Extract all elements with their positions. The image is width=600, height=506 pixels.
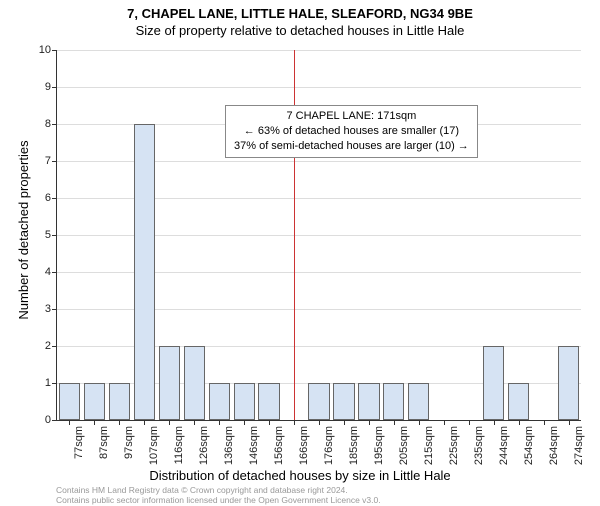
bar bbox=[109, 383, 130, 420]
y-tick-mark bbox=[52, 161, 57, 162]
y-tick-label: 8 bbox=[45, 118, 51, 130]
bar bbox=[59, 383, 80, 420]
bar bbox=[558, 346, 579, 420]
bar bbox=[508, 383, 529, 420]
x-tick-mark bbox=[469, 420, 470, 425]
x-tick-mark bbox=[144, 420, 145, 425]
y-tick-mark bbox=[52, 420, 57, 421]
x-tick-label: 107sqm bbox=[148, 426, 160, 465]
x-tick-label: 274sqm bbox=[573, 426, 585, 465]
x-tick-mark bbox=[319, 420, 320, 425]
x-tick-label: 205sqm bbox=[398, 426, 410, 465]
y-axis-title: Number of detached properties bbox=[16, 140, 31, 319]
chart-plot-area: 7 CHAPEL LANE: 171sqm ← 63% of detached … bbox=[56, 50, 581, 421]
x-tick-mark bbox=[194, 420, 195, 425]
x-tick-label: 166sqm bbox=[298, 426, 310, 465]
bar bbox=[234, 383, 255, 420]
y-tick-mark bbox=[52, 235, 57, 236]
y-tick-label: 5 bbox=[45, 229, 51, 241]
x-tick-mark bbox=[219, 420, 220, 425]
x-tick-mark bbox=[544, 420, 545, 425]
y-tick-label: 6 bbox=[45, 192, 51, 204]
y-tick-mark bbox=[52, 309, 57, 310]
x-tick-label: 116sqm bbox=[173, 426, 185, 464]
bar bbox=[258, 383, 279, 420]
x-tick-mark bbox=[494, 420, 495, 425]
y-tick-mark bbox=[52, 346, 57, 347]
x-tick-mark bbox=[419, 420, 420, 425]
y-tick-mark bbox=[52, 87, 57, 88]
legend-line-3: 37% of semi-detached houses are larger (… bbox=[234, 139, 469, 154]
bar bbox=[84, 383, 105, 420]
y-tick-label: 9 bbox=[45, 81, 51, 93]
y-tick-mark bbox=[52, 272, 57, 273]
x-tick-label: 97sqm bbox=[123, 426, 135, 459]
x-tick-label: 87sqm bbox=[98, 426, 110, 459]
y-tick-label: 7 bbox=[45, 155, 51, 167]
x-tick-label: 146sqm bbox=[248, 426, 260, 465]
x-tick-mark bbox=[344, 420, 345, 425]
attribution: Contains HM Land Registry data © Crown c… bbox=[56, 486, 381, 506]
bar bbox=[209, 383, 230, 420]
bar bbox=[408, 383, 429, 420]
legend-box: 7 CHAPEL LANE: 171sqm ← 63% of detached … bbox=[225, 105, 478, 158]
x-tick-label: 176sqm bbox=[323, 426, 335, 465]
grid-line bbox=[57, 50, 581, 51]
x-tick-label: 244sqm bbox=[498, 426, 510, 465]
y-tick-mark bbox=[52, 124, 57, 125]
x-tick-label: 136sqm bbox=[223, 426, 235, 465]
x-tick-mark bbox=[94, 420, 95, 425]
x-tick-mark bbox=[69, 420, 70, 425]
y-tick-label: 1 bbox=[45, 377, 51, 389]
x-tick-label: 235sqm bbox=[473, 426, 485, 465]
x-tick-mark bbox=[519, 420, 520, 425]
x-tick-label: 215sqm bbox=[423, 426, 435, 465]
grid-line bbox=[57, 87, 581, 88]
bar bbox=[134, 124, 155, 420]
bar bbox=[159, 346, 180, 420]
y-tick-label: 3 bbox=[45, 303, 51, 315]
x-tick-label: 195sqm bbox=[373, 426, 385, 465]
bar bbox=[383, 383, 404, 420]
x-tick-mark bbox=[119, 420, 120, 425]
bar bbox=[358, 383, 379, 420]
y-tick-label: 0 bbox=[45, 414, 51, 426]
x-tick-mark bbox=[444, 420, 445, 425]
bar bbox=[308, 383, 329, 420]
x-tick-label: 264sqm bbox=[548, 426, 560, 465]
y-tick-mark bbox=[52, 198, 57, 199]
legend-line-1: 7 CHAPEL LANE: 171sqm bbox=[234, 109, 469, 124]
x-tick-mark bbox=[169, 420, 170, 425]
bar bbox=[333, 383, 354, 420]
attribution-line-2: Contains public sector information licen… bbox=[56, 496, 381, 506]
bar bbox=[483, 346, 504, 420]
x-tick-mark bbox=[294, 420, 295, 425]
title-sub: Size of property relative to detached ho… bbox=[0, 21, 600, 38]
x-tick-label: 126sqm bbox=[198, 426, 210, 465]
x-tick-label: 225sqm bbox=[448, 426, 460, 465]
chart-container: 7, CHAPEL LANE, LITTLE HALE, SLEAFORD, N… bbox=[0, 0, 600, 500]
title-main: 7, CHAPEL LANE, LITTLE HALE, SLEAFORD, N… bbox=[0, 0, 600, 21]
x-tick-mark bbox=[269, 420, 270, 425]
x-tick-label: 185sqm bbox=[348, 426, 360, 465]
x-tick-label: 254sqm bbox=[523, 426, 535, 465]
y-tick-label: 10 bbox=[39, 44, 51, 56]
y-tick-label: 4 bbox=[45, 266, 51, 278]
y-tick-mark bbox=[52, 383, 57, 384]
x-axis-title: Distribution of detached houses by size … bbox=[0, 468, 600, 483]
legend-line-2: ← 63% of detached houses are smaller (17… bbox=[234, 124, 469, 139]
x-tick-mark bbox=[394, 420, 395, 425]
x-tick-label: 156sqm bbox=[273, 426, 285, 465]
x-tick-mark bbox=[369, 420, 370, 425]
x-tick-mark bbox=[244, 420, 245, 425]
y-tick-mark bbox=[52, 50, 57, 51]
bar bbox=[184, 346, 205, 420]
y-tick-label: 2 bbox=[45, 340, 51, 352]
x-tick-mark bbox=[569, 420, 570, 425]
x-tick-label: 77sqm bbox=[73, 426, 85, 459]
